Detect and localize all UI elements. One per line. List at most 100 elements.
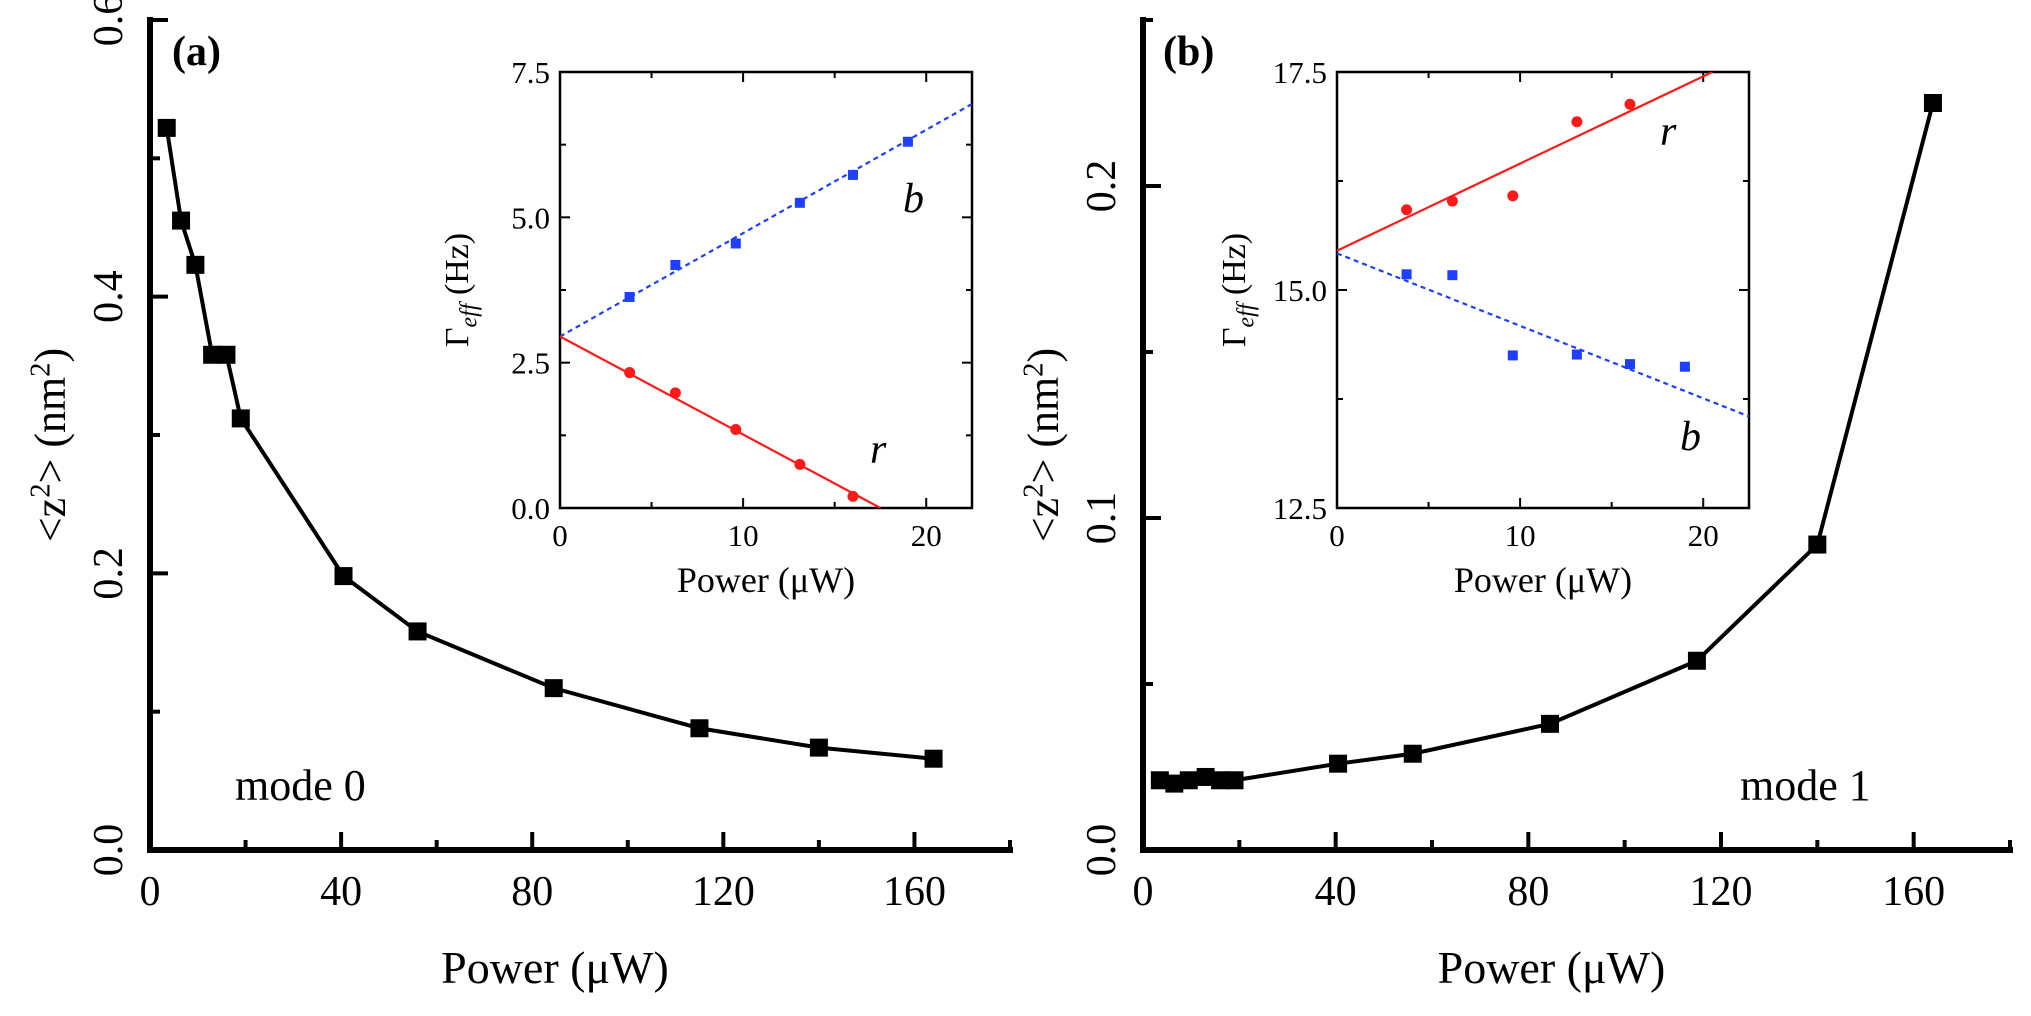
y-tick-label: 0.4 — [86, 270, 132, 323]
x-tick-label: 160 — [883, 869, 946, 915]
y-tick-label: 0.0 — [86, 824, 132, 877]
inset-y-tick-label: 0.0 — [511, 491, 550, 526]
x-tick-label: 120 — [1690, 869, 1753, 915]
inset-point-b — [1507, 350, 1518, 361]
data-point — [1403, 744, 1422, 763]
x-tick-label: 160 — [1882, 869, 1945, 915]
inset-x-tick-label: 20 — [911, 518, 942, 553]
inset-chart: Γeff (Hz) — [1216, 70, 1751, 510]
inset-series-label-r: r — [1660, 109, 1677, 155]
data-point — [1923, 94, 1942, 112]
panel-a: <z2> (nm2) — [26, 17, 1013, 853]
data-point — [1687, 651, 1706, 670]
x-tick-label: 40 — [320, 869, 362, 915]
y-axis-title: <z2> (nm2) — [26, 348, 75, 542]
inset-point-b — [1447, 270, 1458, 281]
data-point — [924, 749, 943, 768]
inset-point-r — [1507, 190, 1519, 202]
inset-y-axis-title: Γeff (Hz) — [439, 233, 483, 347]
x-tick-label: 0 — [140, 869, 161, 915]
data-point — [1225, 771, 1244, 790]
mode-annotation: mode 1 — [1740, 761, 1871, 810]
inset-y-tick-label: 15.0 — [1273, 273, 1327, 308]
x-tick-label: 0 — [1133, 869, 1154, 915]
data-point — [334, 567, 353, 586]
data-point — [690, 719, 709, 738]
data-point — [186, 255, 205, 274]
inset-point-b — [794, 197, 805, 208]
inset-point-r — [624, 367, 636, 379]
inset-y-tick-label: 2.5 — [511, 346, 550, 381]
inset-x-tick-label: 0 — [1329, 518, 1345, 553]
data-point — [1165, 774, 1184, 793]
inset-y-axis-title: Γeff (Hz) — [1216, 233, 1260, 347]
inset-point-r — [847, 490, 859, 502]
inset-point-b — [624, 291, 635, 302]
data-point — [1196, 767, 1215, 786]
y-tick-label: 0.6 — [86, 0, 132, 46]
inset-chart: Γeff (Hz) — [439, 70, 974, 510]
data-point — [1541, 714, 1560, 733]
inset-point-r — [794, 458, 806, 470]
data-point — [157, 118, 176, 137]
data-point — [408, 622, 427, 641]
y-tick-label: 0.1 — [1079, 492, 1125, 545]
data-point — [1179, 771, 1198, 790]
inset-point-b — [902, 136, 913, 147]
x-tick-label: 80 — [1507, 869, 1549, 915]
x-tick-label: 120 — [692, 869, 755, 915]
inset-point-b — [1624, 359, 1635, 370]
inset-fit-line-b — [560, 103, 972, 338]
inset-x-axis-title: Power (μW) — [677, 560, 855, 600]
inset-x-tick-label: 0 — [552, 518, 568, 553]
y-tick-label: 0.2 — [86, 547, 132, 600]
inset-point-r — [1401, 204, 1413, 216]
inset-point-b — [670, 260, 681, 271]
x-tick-label: 80 — [511, 869, 553, 915]
inset-y-tick-label: 17.5 — [1273, 55, 1327, 90]
x-tick-label: 40 — [1315, 869, 1357, 915]
inset-point-r — [1446, 195, 1458, 207]
inset-fit-line-r — [1337, 72, 1713, 252]
inset-fit-line-b — [1337, 252, 1749, 418]
inset-series-label-b: b — [1680, 414, 1701, 460]
inset-series-label-r: r — [870, 427, 887, 473]
inset-series-label-b: b — [903, 176, 924, 222]
inset-x-tick-label: 10 — [1505, 518, 1536, 553]
panel-b: <z2> (nm2) — [1019, 17, 2013, 853]
inset-point-b — [1401, 269, 1412, 280]
data-point — [231, 409, 250, 428]
inset-x-axis-title: Power (μW) — [1454, 560, 1632, 600]
data-point — [1808, 535, 1827, 554]
panel-label: (a) — [172, 29, 221, 75]
inset-frame — [1335, 70, 1751, 510]
inset-point-r — [730, 424, 742, 436]
y-tick-label: 0.2 — [1079, 160, 1125, 213]
inset-point-b — [1679, 361, 1690, 372]
x-axis-title: Power (μW) — [441, 942, 669, 993]
inset-point-r — [669, 387, 681, 399]
panel-label: (b) — [1163, 29, 1214, 75]
inset-y-tick-label: 7.5 — [511, 55, 550, 90]
inset-point-b — [1571, 349, 1582, 360]
inset-x-tick-label: 20 — [1688, 518, 1719, 553]
data-point — [203, 345, 222, 364]
data-point — [1150, 771, 1169, 790]
inset-y-tick-label: 12.5 — [1273, 491, 1327, 526]
data-point — [544, 679, 563, 698]
inset-x-tick-label: 10 — [728, 518, 759, 553]
y-tick-label: 0.0 — [1079, 824, 1125, 877]
data-point — [172, 211, 191, 230]
data-point — [1329, 754, 1348, 773]
inset-point-b — [730, 238, 741, 249]
data-point — [217, 345, 236, 364]
inset-fit-line-r — [560, 335, 881, 508]
data-point — [809, 738, 828, 757]
inset-point-r — [1624, 98, 1636, 110]
inset-y-tick-label: 5.0 — [511, 200, 550, 235]
mode-annotation: mode 0 — [235, 761, 366, 810]
data-point — [1211, 771, 1230, 790]
x-axis-title: Power (μW) — [1438, 942, 1666, 993]
y-axis-title: <z2> (nm2) — [1019, 348, 1068, 542]
